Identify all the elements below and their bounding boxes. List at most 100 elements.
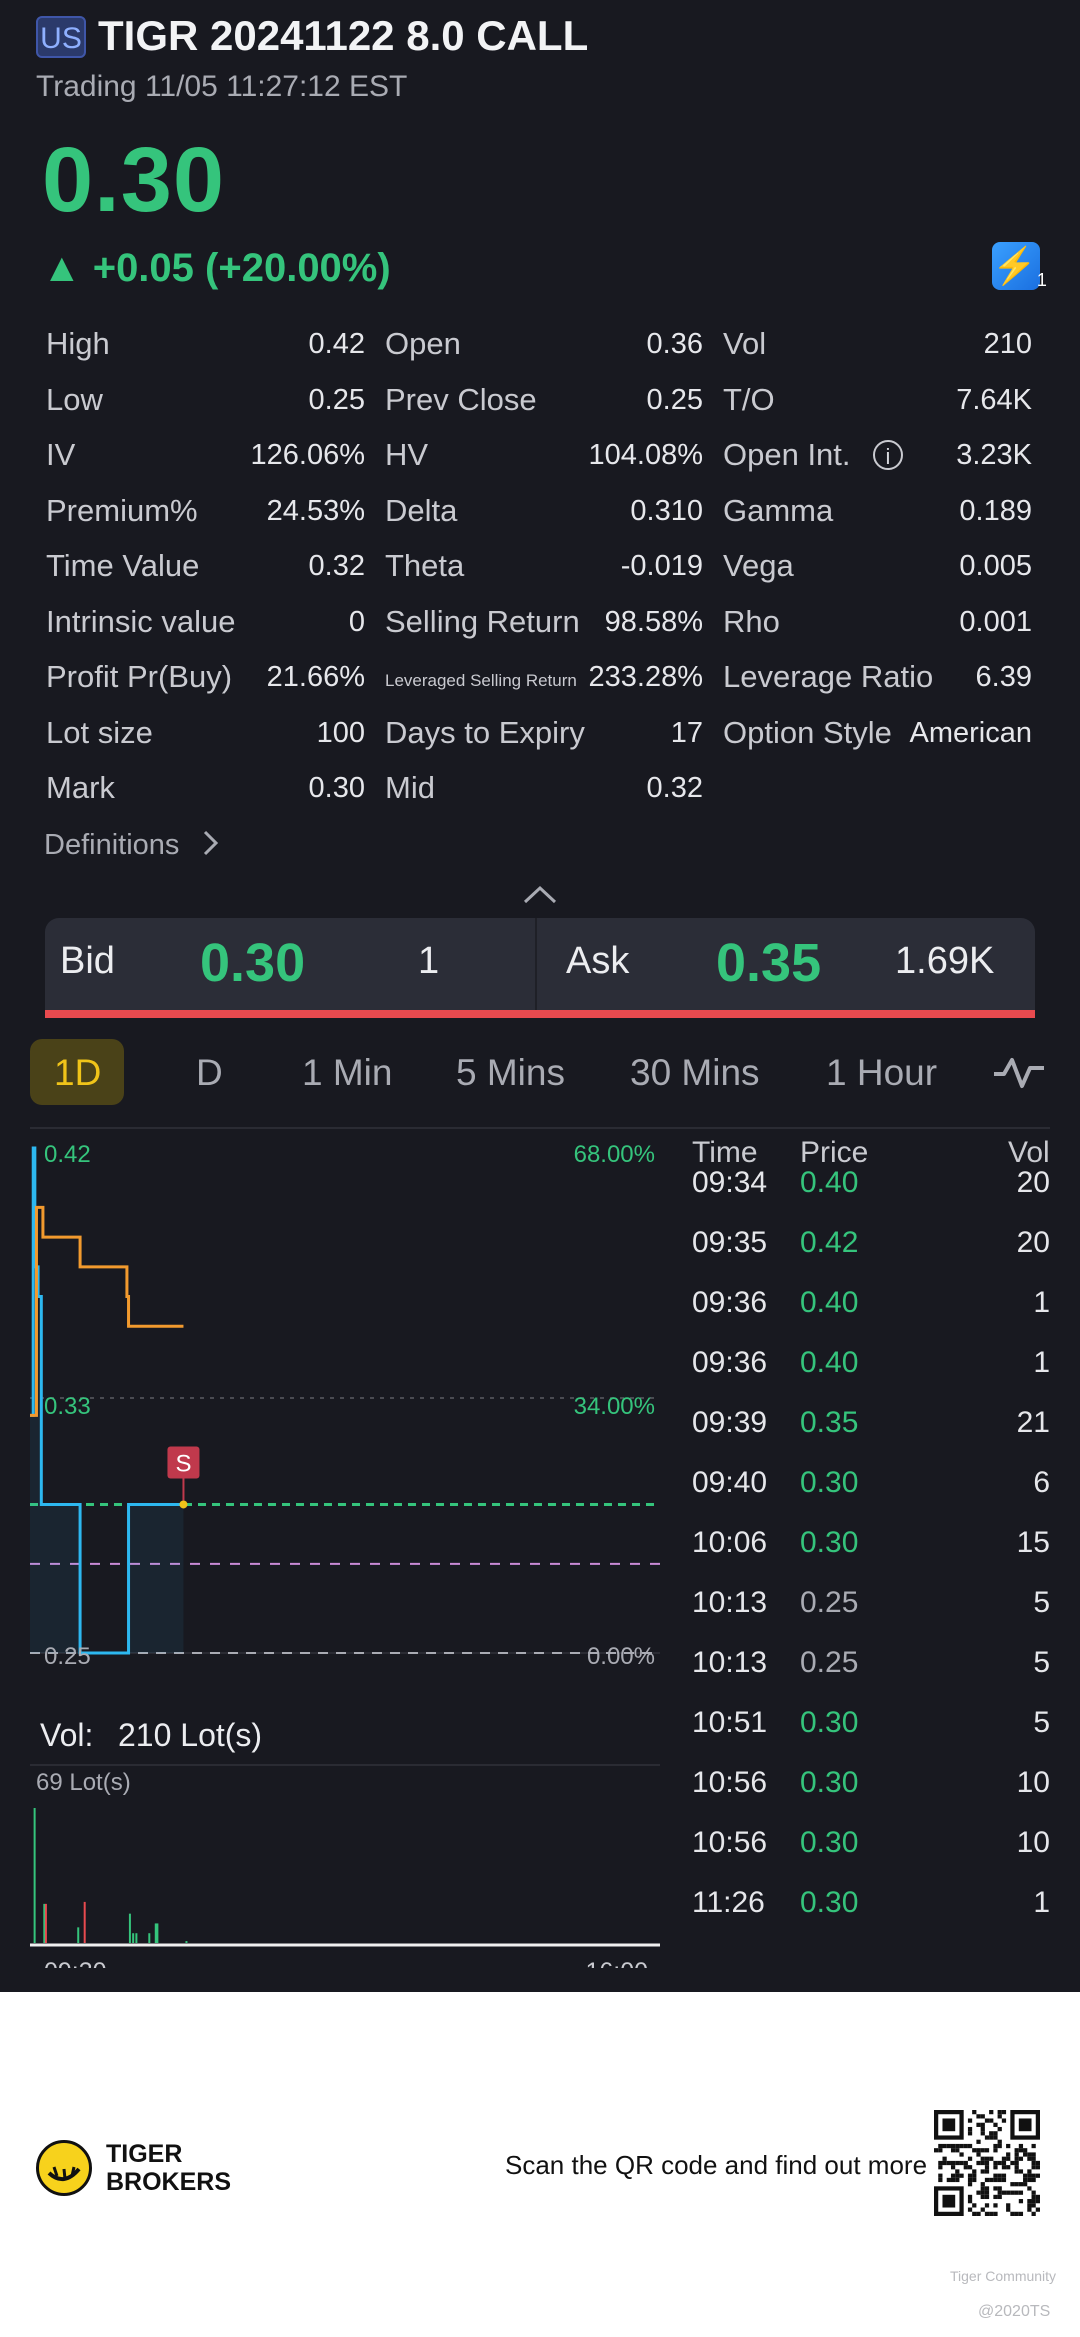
bid-price[interactable]: 0.30 — [200, 933, 306, 993]
qr-module — [993, 2122, 998, 2127]
watermark-text: Tiger Community — [950, 2268, 1057, 2284]
tab-30-mins[interactable]: 30 Mins — [630, 1052, 760, 1093]
qr-module — [955, 2173, 960, 2178]
qr-module — [972, 2110, 977, 2115]
qr-module — [1018, 2156, 1024, 2161]
qr-module — [1023, 2177, 1028, 2183]
trades-header-price: Price — [800, 1136, 869, 1169]
trade-volume: 20 — [1016, 1226, 1050, 1259]
qr-module — [1018, 2169, 1024, 2174]
y-label-high: 0.42 — [44, 1141, 91, 1168]
qr-module — [1027, 2152, 1032, 2157]
time-end: 16:00 — [585, 1958, 648, 1968]
qr-module — [1018, 2199, 1024, 2204]
qr-module — [972, 2203, 977, 2208]
stat-label[interactable]: Open Int. — [723, 437, 851, 472]
trade-time: 10:51 — [692, 1706, 768, 1739]
qr-module — [997, 2139, 1002, 2144]
qr-module — [976, 2152, 981, 2157]
stat-value: 24.53% — [266, 494, 365, 527]
qr-module — [963, 2165, 968, 2170]
price-change: ▲ +0.05 (+20.00%) — [42, 246, 391, 290]
qr-module — [1023, 2152, 1028, 2157]
indicator-icon[interactable] — [992, 1052, 1046, 1092]
qr-module — [1023, 2173, 1028, 2178]
qr-module — [997, 2190, 1002, 2195]
stat-label: T/O — [723, 381, 775, 417]
qr-module — [967, 2165, 973, 2170]
brand-name: TIGER BROKERS — [106, 2140, 231, 2196]
qr-module — [993, 2186, 998, 2191]
definitions-link[interactable]: Definitions — [44, 828, 221, 862]
info-icon[interactable]: i — [873, 440, 903, 470]
qr-module — [1014, 2182, 1019, 2187]
definitions-label: Definitions — [44, 829, 180, 861]
qr-module — [972, 2169, 977, 2174]
trade-volume: 6 — [1033, 1466, 1050, 1499]
qr-module — [1006, 2207, 1011, 2212]
qr-module — [1010, 2190, 1015, 2195]
bid-ask-panel — [45, 918, 1035, 1018]
stat-value: 100 — [316, 716, 365, 749]
trade-volume: 5 — [1033, 1646, 1050, 1679]
qr-code[interactable] — [934, 2110, 1040, 2216]
qr-module — [980, 2182, 985, 2187]
trade-price: 0.30 — [800, 1766, 859, 1799]
qr-module — [1001, 2165, 1007, 2170]
last-point-dot — [179, 1500, 188, 1509]
stat-label: Profit Pr(Buy) — [46, 659, 233, 694]
qr-module — [959, 2152, 964, 2157]
stat-label: Premium% — [46, 492, 198, 528]
qr-module — [938, 2143, 943, 2149]
volume-bar — [77, 1927, 80, 1943]
tab-5-mins[interactable]: 5 Mins — [456, 1052, 565, 1093]
trade-time: 09:36 — [692, 1346, 768, 1379]
qr-module — [993, 2211, 998, 2216]
qr-module — [967, 2156, 973, 2161]
lightning-icon[interactable]: ⚡1 — [992, 242, 1047, 290]
trade-price: 0.40 — [800, 1166, 859, 1199]
qr-module — [1006, 2165, 1011, 2170]
stat-label: IV — [46, 437, 76, 472]
tab-daily[interactable]: D — [196, 1052, 223, 1093]
qr-module — [976, 2122, 981, 2127]
qr-module — [1018, 2211, 1024, 2216]
qr-module — [938, 2160, 943, 2166]
tab-1-min[interactable]: 1 Min — [302, 1052, 393, 1093]
stat-label: Vega — [723, 548, 794, 583]
qr-module — [955, 2169, 960, 2174]
stat-value: 21.66% — [266, 661, 365, 693]
qr-module — [1006, 2156, 1011, 2161]
volume-label: Vol: — [40, 1717, 93, 1753]
stat-value: 126.06% — [250, 439, 366, 471]
qr-module — [980, 2194, 985, 2200]
stat-label: Selling Return — [385, 603, 580, 639]
stat-label: Mid — [385, 770, 435, 805]
qr-module — [1001, 2173, 1007, 2178]
qr-module — [1027, 2199, 1032, 2204]
qr-module — [989, 2135, 994, 2140]
qr-module — [972, 2177, 977, 2183]
qr-module — [984, 2190, 990, 2195]
ask-price[interactable]: 0.35 — [716, 933, 822, 993]
qr-module — [980, 2156, 985, 2161]
stat-label: Theta — [385, 548, 465, 583]
qr-module — [1014, 2160, 1019, 2166]
stat-value: 98.58% — [604, 605, 703, 638]
ask-size: 1.69K — [895, 940, 995, 982]
qr-module — [967, 2118, 973, 2123]
qr-module — [980, 2122, 985, 2127]
chevron-up-icon[interactable] — [522, 882, 558, 906]
intraday-chart[interactable]: S 0.42 0.33 0.25 68.00% 34.00% 0.00% Vol… — [0, 1128, 670, 1968]
qr-module — [989, 2110, 994, 2115]
stat-label: High — [46, 326, 110, 361]
qr-module — [980, 2186, 985, 2191]
qr-module — [1010, 2211, 1015, 2216]
trade-price: 0.35 — [800, 1406, 859, 1439]
stat-label: Rho — [723, 603, 780, 639]
trade-volume: 20 — [1016, 1166, 1050, 1199]
qr-module — [938, 2173, 943, 2178]
qr-module — [997, 2114, 1002, 2119]
tab-1d[interactable]: 1D — [54, 1052, 102, 1093]
tab-1-hour[interactable]: 1 Hour — [826, 1052, 938, 1093]
